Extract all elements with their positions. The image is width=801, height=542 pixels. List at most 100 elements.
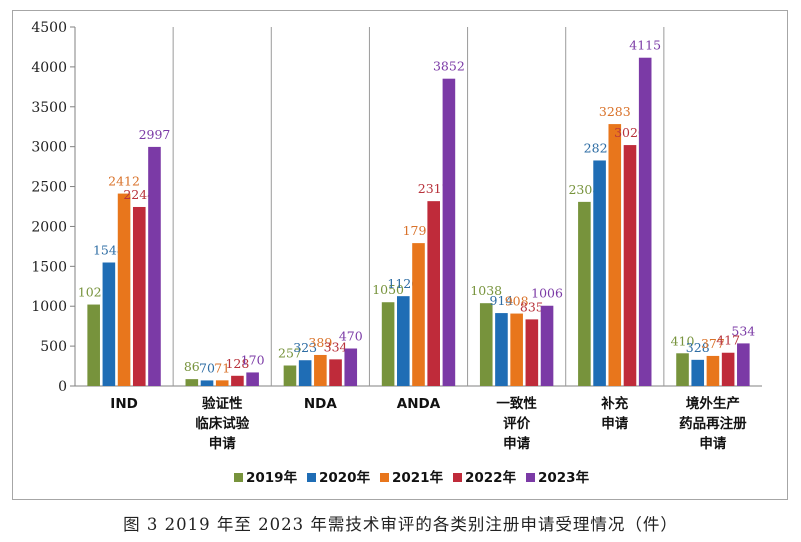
data-label: 4115 [629, 38, 661, 53]
data-label: 3283 [599, 104, 631, 119]
bar [676, 353, 689, 386]
bar [298, 360, 312, 386]
y-tick-label: 3500 [31, 100, 67, 116]
legend-label: 2022年 [465, 469, 517, 486]
data-label: 1038 [470, 283, 502, 298]
data-label: 2308 [568, 182, 600, 197]
data-label: 71 [214, 360, 230, 375]
data-label: 389 [308, 335, 332, 350]
bar [623, 145, 637, 386]
bar [314, 354, 327, 386]
data-label: 377 [701, 336, 725, 351]
data-label: 908 [505, 294, 529, 309]
data-label: 2412 [108, 174, 140, 189]
data-label: 410 [671, 333, 695, 348]
bar [608, 124, 622, 387]
bar [185, 379, 199, 386]
bar [721, 352, 735, 386]
x-tick-label: 一致性 [496, 395, 537, 412]
y-tick-label: 2500 [31, 180, 67, 196]
bar [691, 359, 705, 386]
data-label: 470 [339, 329, 363, 344]
legend-swatch [307, 473, 316, 482]
y-tick-label: 500 [40, 339, 67, 355]
x-tick-label: ANDA [397, 396, 441, 412]
x-tick-label: NDA [304, 396, 338, 412]
bar [148, 146, 161, 386]
bar [329, 359, 342, 386]
data-label: 3020 [614, 125, 646, 140]
data-label: 1021 [78, 285, 110, 300]
x-tick-label: 临床试验 [195, 415, 249, 432]
x-tick-label: 境外生产 [686, 395, 740, 412]
x-tick-label: 验证性 [202, 395, 243, 412]
data-label: 334 [324, 339, 348, 354]
data-label: 70 [199, 360, 215, 375]
y-tick-label: 4000 [31, 60, 67, 76]
bar [525, 319, 539, 386]
legend-swatch [526, 473, 535, 482]
y-tick-label: 0 [58, 379, 67, 395]
x-tick-label: IND [110, 396, 138, 412]
legend-label: 2021年 [392, 469, 444, 486]
x-tick-label: 申请 [503, 435, 530, 452]
data-label: 417 [716, 333, 740, 348]
bar [578, 201, 591, 386]
bar [344, 348, 358, 386]
data-label: 2827 [584, 140, 616, 155]
x-tick-label: 评价 [503, 416, 530, 432]
data-label: 323 [293, 340, 317, 355]
data-label: 1126 [387, 276, 419, 291]
bar [231, 375, 244, 386]
data-label: 2997 [139, 127, 171, 142]
x-tick-label: 补充 [600, 395, 628, 412]
data-label: 1548 [93, 243, 125, 258]
bar [246, 372, 259, 386]
bar [381, 302, 395, 386]
data-label: 170 [241, 352, 265, 367]
legend-label: 2020年 [319, 469, 371, 486]
y-tick-label: 1000 [31, 299, 67, 315]
x-tick-label: 申请 [209, 435, 236, 452]
data-label: 128 [225, 356, 249, 371]
data-label: 86 [184, 359, 200, 374]
data-label: 2244 [123, 187, 155, 202]
bar [412, 243, 425, 386]
x-tick-label: 申请 [601, 415, 628, 432]
data-label: 1006 [531, 286, 563, 301]
bar [102, 262, 116, 386]
bar [638, 57, 652, 386]
x-tick-label: 药品再注册 [679, 415, 747, 432]
legend-swatch [380, 473, 389, 482]
bar [737, 343, 750, 386]
legend-label: 2023年 [538, 469, 590, 486]
data-label: 1791 [403, 223, 435, 238]
legend-swatch [453, 473, 462, 482]
y-tick-label: 4500 [31, 20, 67, 36]
y-tick-label: 1500 [31, 259, 67, 275]
data-label: 328 [686, 340, 710, 355]
bar [495, 313, 508, 386]
bar [117, 193, 131, 386]
bar [540, 305, 554, 386]
data-label: 1050 [372, 282, 404, 297]
legend-label: 2019年 [246, 469, 298, 486]
bar [479, 303, 493, 386]
bar [87, 304, 100, 386]
bar [397, 296, 410, 386]
data-label: 835 [520, 299, 544, 314]
bar [510, 313, 523, 386]
bar [706, 355, 720, 386]
data-label: 2317 [418, 181, 450, 196]
bar [283, 365, 297, 386]
y-tick-label: 3000 [31, 140, 67, 156]
legend-swatch [234, 473, 243, 482]
data-label: 3852 [433, 59, 465, 74]
y-tick-label: 2000 [31, 219, 67, 235]
bar [442, 78, 456, 387]
bar [215, 380, 229, 386]
x-tick-label: 申请 [699, 435, 727, 452]
bar [427, 201, 440, 386]
figure-caption: 图 3 2019 年至 2023 年需技术审评的各类别注册申请受理情况（件） [123, 515, 678, 534]
